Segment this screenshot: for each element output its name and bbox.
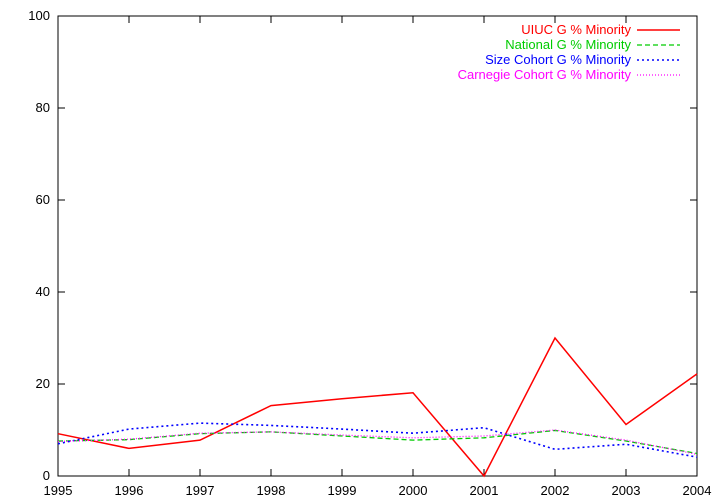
series-line-1 (57, 336, 698, 478)
x-tick-label: 2003 (612, 483, 641, 498)
x-tick-label: 1999 (328, 483, 357, 498)
y-tick-label: 20 (36, 376, 50, 391)
x-tick-label: 2001 (470, 483, 499, 498)
axes: 0 20 40 60 80 100 1995 1996 1997 1998 1999 2000 2001… (28, 8, 711, 498)
series-line-2 (57, 429, 698, 455)
legend-label-4: Carnegie Cohort G % Minority (458, 67, 632, 82)
x-tick-label: 2000 (399, 483, 428, 498)
legend-label-3: Size Cohort G % Minority (485, 52, 631, 67)
y-tick-label: 40 (36, 284, 50, 299)
x-tick-label: 1995 (44, 483, 73, 498)
x-tick-label: 1997 (186, 483, 215, 498)
x-tick-label: 1998 (257, 483, 286, 498)
x-tick-label: 2004 (683, 483, 712, 498)
y-tick-label: 60 (36, 192, 50, 207)
x-tick-label: 1996 (115, 483, 144, 498)
y-tick-label: 80 (36, 100, 50, 115)
series-line-4 (57, 429, 698, 456)
plot-frame (57, 15, 698, 477)
y-tick-label: 100 (28, 8, 50, 23)
y-tick-label: 0 (43, 468, 50, 483)
series-layer (57, 336, 698, 478)
legend-label-2: National G % Minority (505, 37, 631, 52)
series-line-3 (57, 422, 698, 458)
legend-label-1: UIUC G % Minority (521, 22, 631, 37)
x-tick-label: 2002 (541, 483, 570, 498)
